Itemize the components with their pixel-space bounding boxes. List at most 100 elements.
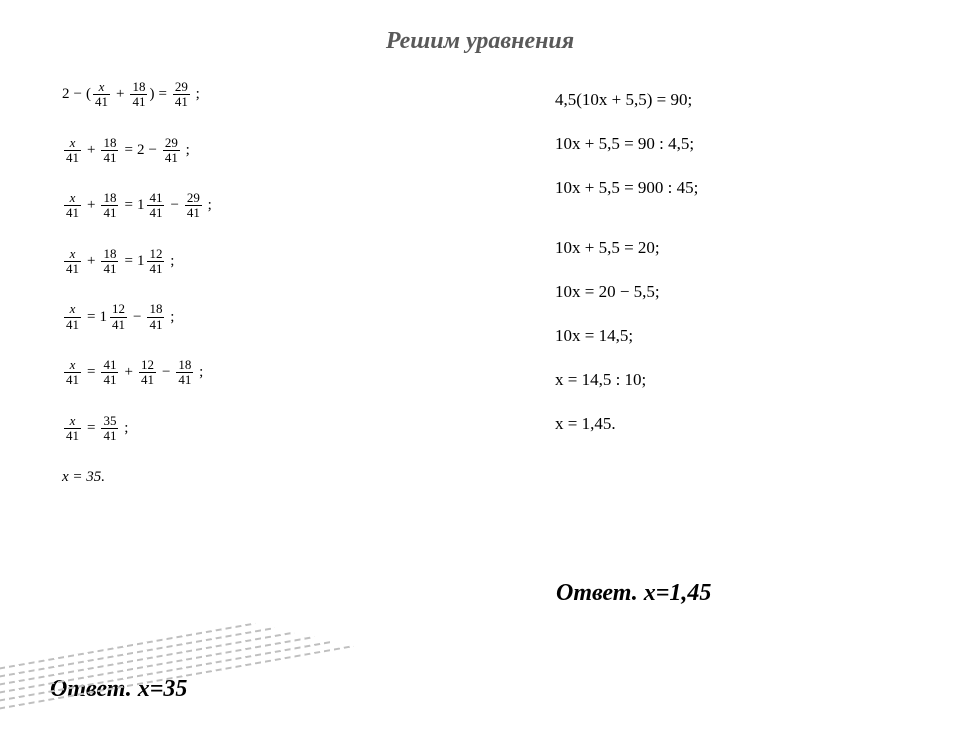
semicolon: ; (166, 309, 174, 326)
den: 41 (173, 94, 190, 109)
right-eq-1: 4,5(10x + 5,5) = 90; (555, 90, 915, 110)
semicolon: ; (166, 253, 174, 270)
left-eq-5: x 41 = 1 12 41 − 18 41 ; (62, 302, 462, 332)
minus: − (74, 86, 82, 103)
den: 41 (64, 428, 81, 443)
right-eq-2: 10x + 5,5 = 90 : 4,5; (555, 134, 915, 154)
paren: ) (149, 86, 154, 103)
num: 12 (110, 302, 127, 316)
den: 41 (64, 317, 81, 332)
frac: 41 41 (101, 358, 118, 388)
left-eq-7: x 41 = 35 41 ; (62, 414, 462, 444)
num: 41 (101, 358, 118, 372)
den: 41 (101, 261, 118, 276)
den: 41 (64, 205, 81, 220)
left-eq-4: x 41 + 18 41 = 1 12 41 ; (62, 247, 462, 277)
semicolon: ; (195, 364, 203, 381)
page-title: Решим уравнения (0, 28, 960, 55)
whole: 1 (99, 309, 107, 326)
den: 41 (185, 205, 202, 220)
semicolon: ; (204, 197, 212, 214)
semicolon: ; (192, 86, 200, 103)
num: x (68, 302, 78, 316)
num: 29 (163, 136, 180, 150)
left-eq-3: x 41 + 18 41 = 1 41 41 − 29 41 ; (62, 191, 462, 221)
minus: − (133, 309, 141, 326)
answer-left: Ответ. x=35 (50, 676, 187, 703)
num: 18 (101, 191, 118, 205)
frac: x 41 (64, 136, 81, 166)
den: 41 (64, 261, 81, 276)
equals: = (87, 364, 95, 381)
num: 18 (130, 80, 147, 94)
num: x (68, 191, 78, 205)
frac: 41 41 (147, 191, 164, 221)
equals: = (124, 142, 132, 159)
right-eq-5: 10x = 20 − 5,5; (555, 282, 915, 302)
equals: = (158, 86, 166, 103)
num: x (68, 414, 78, 428)
frac: 35 41 (101, 414, 118, 444)
frac: 18 41 (176, 358, 193, 388)
den: 41 (130, 94, 147, 109)
text: 2 (137, 142, 145, 159)
den: 41 (147, 205, 164, 220)
right-eq-6: 10x = 14,5; (555, 326, 915, 346)
corner-decoration (0, 610, 360, 730)
den: 41 (101, 150, 118, 165)
num: 12 (139, 358, 156, 372)
num: x (97, 80, 107, 94)
equals: = (87, 420, 95, 437)
whole: 1 (137, 253, 145, 270)
den: 41 (176, 372, 193, 387)
den: 41 (101, 428, 118, 443)
num: 18 (101, 247, 118, 261)
minus: − (170, 197, 178, 214)
num: 29 (173, 80, 190, 94)
den: 41 (163, 150, 180, 165)
equals: = (124, 253, 132, 270)
den: 41 (110, 317, 127, 332)
paren: ( (86, 86, 91, 103)
frac: 18 41 (101, 191, 118, 221)
frac: 29 41 (173, 80, 190, 110)
minus: − (162, 364, 170, 381)
num: 18 (101, 136, 118, 150)
frac: 12 41 (110, 302, 127, 332)
frac: x 41 (64, 358, 81, 388)
semicolon: ; (182, 142, 190, 159)
frac: x 41 (64, 191, 81, 221)
num: 18 (147, 302, 164, 316)
answer-right: Ответ. x=1,45 (556, 580, 711, 607)
right-eq-7: x = 14,5 : 10; (555, 370, 915, 390)
plus: + (124, 364, 132, 381)
den: 41 (139, 372, 156, 387)
den: 41 (101, 372, 118, 387)
left-column: 2 − ( x 41 + 18 41 ) = 29 41 ; x 41 + 18… (62, 80, 462, 512)
plus: + (87, 142, 95, 159)
minus: − (148, 142, 156, 159)
whole: 1 (137, 197, 145, 214)
frac: x 41 (64, 414, 81, 444)
semicolon: ; (120, 420, 128, 437)
den: 41 (93, 94, 110, 109)
left-eq-1: 2 − ( x 41 + 18 41 ) = 29 41 ; (62, 80, 462, 110)
frac: 12 41 (139, 358, 156, 388)
left-eq-8: x = 35. (62, 469, 462, 486)
frac: 12 41 (147, 247, 164, 277)
num: 29 (185, 191, 202, 205)
plus: + (87, 253, 95, 270)
den: 41 (147, 317, 164, 332)
right-column: 4,5(10x + 5,5) = 90; 10x + 5,5 = 90 : 4,… (555, 90, 915, 458)
num: 35 (101, 414, 118, 428)
frac: 18 41 (130, 80, 147, 110)
num: x (68, 358, 78, 372)
frac: 18 41 (101, 247, 118, 277)
num: 12 (147, 247, 164, 261)
frac: 18 41 (101, 136, 118, 166)
num: x (68, 136, 78, 150)
left-eq-2: x 41 + 18 41 = 2 − 29 41 ; (62, 136, 462, 166)
den: 41 (147, 261, 164, 276)
right-eq-3: 10x + 5,5 = 900 : 45; (555, 178, 915, 198)
right-eq-4: 10x + 5,5 = 20; (555, 238, 915, 258)
